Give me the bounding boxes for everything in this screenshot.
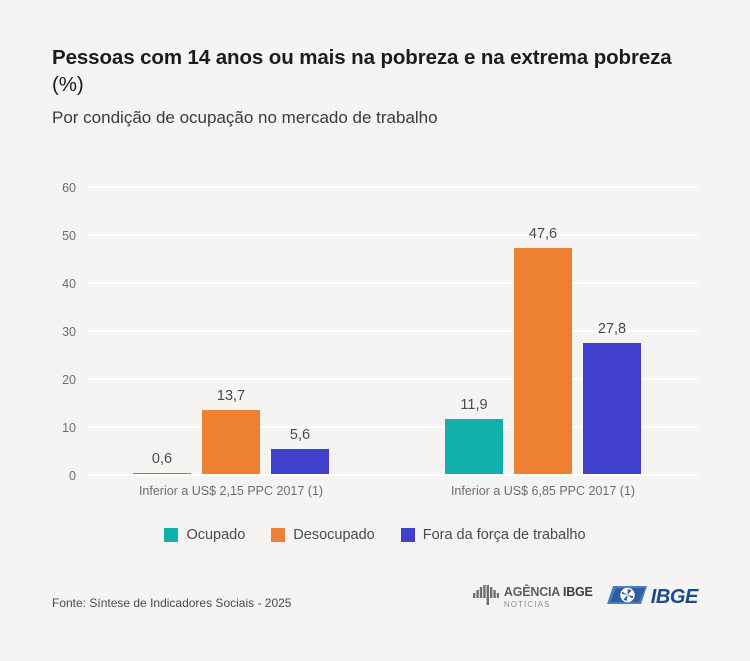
chart-subtitle: Por condição de ocupação no mercado de t… <box>52 108 438 128</box>
bar-value-label: 27,8 <box>597 320 627 337</box>
bar-ocupado[interactable]: 11,9 <box>445 397 503 476</box>
agencia-logo-line2: NOTÍCIAS <box>503 599 551 609</box>
agencia-ibge-noticias-logo[interactable]: AGÊNCIA IBGE NOTÍCIAS <box>472 584 593 611</box>
bar-desocupado[interactable]: 13,7 <box>202 388 260 476</box>
agencia-logo-text: AGÊNCIA IBGE NOTÍCIAS <box>504 586 593 609</box>
chart-title-unit: (%) <box>52 73 84 97</box>
ibge-pinwheel-icon <box>606 583 647 612</box>
agencia-bars-icon <box>472 584 499 611</box>
legend-swatch-icon <box>164 528 179 542</box>
plot-area: 0 10 20 30 40 50 60 0,6 13,7 5,6 Inferior a US$ 2,… <box>62 181 698 498</box>
x-axis-category-label: Inferior a US$ 6,85 PPC 2017 (1) <box>450 484 636 498</box>
agencia-word: AGÊNCIA <box>503 585 563 600</box>
legend-swatch-icon <box>271 528 286 542</box>
legend-item-desocupado[interactable]: Desocupado <box>271 527 375 543</box>
legend-label: Ocupado <box>186 527 246 543</box>
bar-fora-da-for-a-de-trabalho[interactable]: 27,8 <box>583 321 641 476</box>
y-axis-tick-label: 40 <box>62 277 76 291</box>
ibge-logo[interactable]: IBGE <box>606 583 699 612</box>
footer-logos: AGÊNCIA IBGE NOTÍCIAS IBGE <box>472 583 699 612</box>
legend-swatch-icon <box>400 528 415 542</box>
bar-value-label: 13,7 <box>216 388 246 405</box>
axis-baseline <box>88 474 698 476</box>
bar-value-label: 11,9 <box>460 396 488 413</box>
x-axis-category-label: Inferior a US$ 2,15 PPC 2017 (1) <box>138 484 324 498</box>
chart-header: Pessoas com 14 anos ou mais na pobreza e… <box>52 44 692 129</box>
bar-fora-da-for-a-de-trabalho[interactable]: 5,6 <box>271 427 329 476</box>
chart-title-main: Pessoas com 14 anos ou mais na pobreza e… <box>52 46 672 69</box>
y-axis-tick-label: 50 <box>62 229 76 243</box>
legend-label: Desocupado <box>293 527 375 543</box>
bar-value-label: 0,6 <box>151 451 173 467</box>
gridline <box>88 330 698 332</box>
agencia-logo-line1: AGÊNCIA IBGE <box>504 586 593 599</box>
bar-value-label: 5,6 <box>289 427 311 444</box>
y-axis-tick-label: 30 <box>62 325 76 339</box>
gridline <box>88 426 698 428</box>
ibge-logo-text: IBGE <box>650 586 699 608</box>
gridline <box>88 378 698 380</box>
y-axis-tick-label: 10 <box>62 421 76 435</box>
chart-legend: Ocupado Desocupado Fora da força de trabal… <box>0 527 750 543</box>
source-note: Fonte: Síntese de Indicadores Sociais - … <box>52 596 292 610</box>
page-title: Pessoas com 14 anos ou mais na pobreza e… <box>52 44 692 98</box>
legend-item-ocupado[interactable]: Ocupado <box>164 527 245 543</box>
y-axis-tick-label: 20 <box>62 373 76 387</box>
legend-label: Fora da força de trabalho <box>422 527 586 543</box>
bar-desocupado[interactable]: 47,6 <box>514 226 572 476</box>
bar-value-label: 47,6 <box>528 225 558 242</box>
gridline <box>88 282 698 284</box>
agencia-ibge-word: IBGE <box>562 585 593 600</box>
y-axis-tick-label: 0 <box>69 469 76 483</box>
gridline <box>88 234 698 236</box>
y-axis-tick-label: 60 <box>62 181 76 195</box>
legend-item-fora-da-for-a-de-trabalho[interactable]: Fora da força de trabalho <box>400 527 586 543</box>
gridline <box>88 186 698 188</box>
